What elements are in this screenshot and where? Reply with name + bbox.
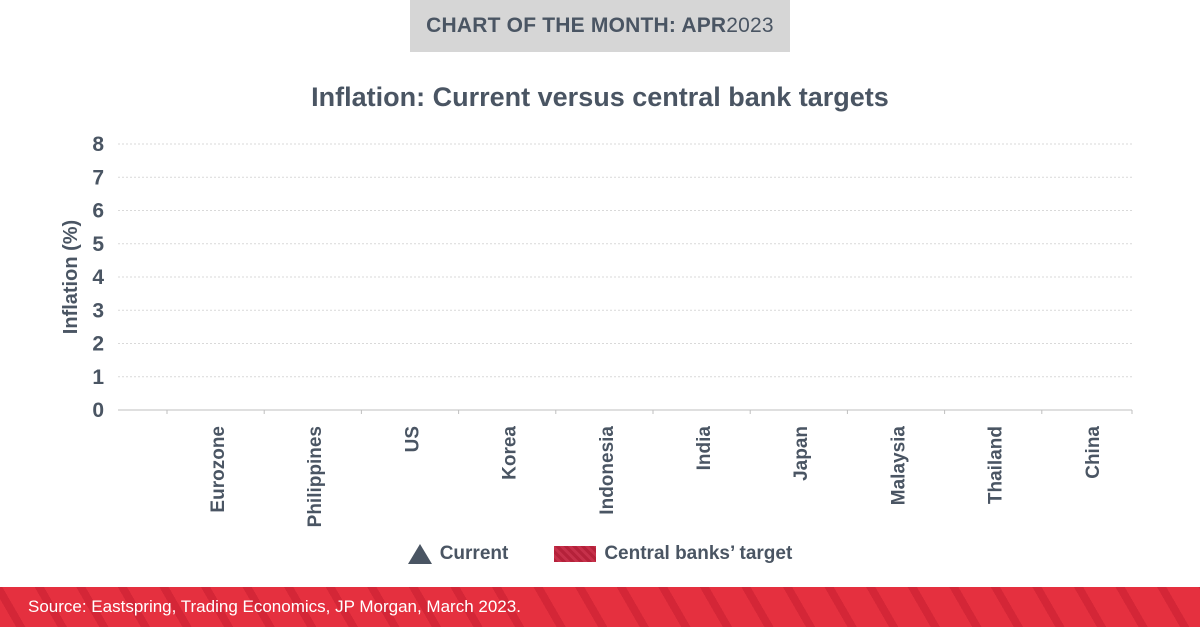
y-tick-label-0: 0 <box>92 399 104 422</box>
x-tick-label-china: China <box>1083 426 1104 479</box>
x-tick-label-indonesia: Indonesia <box>597 426 618 515</box>
legend-label-target: Central banks’ target <box>604 543 793 564</box>
banner-year: 2023 <box>726 14 774 37</box>
y-tick-label-7: 7 <box>92 166 104 189</box>
chart-legend: Current Central banks’ target <box>0 540 1200 568</box>
x-tick-label-us: US <box>402 426 423 452</box>
x-tick-label-malaysia: Malaysia <box>888 426 909 506</box>
target-swatch-icon <box>554 546 597 562</box>
chart-of-the-month-banner: CHART OF THE MONTH: APR 2023 <box>410 0 790 52</box>
y-tick-label-5: 5 <box>92 233 104 256</box>
banner-label: CHART OF THE MONTH: APR <box>426 14 727 37</box>
x-tick-label-korea: Korea <box>500 426 521 480</box>
y-tick-label-8: 8 <box>92 133 104 156</box>
x-tick-label-thailand: Thailand <box>986 426 1007 504</box>
chart-plot: 0 1 2 3 4 5 6 7 8 Eurozone Philippines US Korea Indon… <box>60 133 1133 527</box>
y-tick-label-3: 3 <box>92 299 104 322</box>
y-axis-label: Inflation (%) <box>60 220 82 334</box>
y-tick-label-2: 2 <box>92 333 104 356</box>
source-footer: Source: Eastspring, Trading Economics, J… <box>0 587 1200 627</box>
x-tick-label-india: India <box>694 426 715 471</box>
legend-item-target: Central banks’ target <box>554 543 792 565</box>
chart-title: Inflation: Current versus central bank t… <box>311 82 889 112</box>
source-text: Source: Eastspring, Trading Economics, J… <box>28 597 521 616</box>
legend-label-current: Current <box>439 543 509 564</box>
x-tick-label-japan: Japan <box>791 426 812 481</box>
y-tick-label-4: 4 <box>92 266 104 289</box>
y-tick-label-6: 6 <box>92 200 104 223</box>
x-tick-label-philippines: Philippines <box>305 426 326 527</box>
x-tick-label-eurozone: Eurozone <box>208 426 229 513</box>
triangle-icon <box>407 544 432 564</box>
y-tick-label-1: 1 <box>92 366 104 389</box>
legend-item-current: Current <box>407 543 509 565</box>
